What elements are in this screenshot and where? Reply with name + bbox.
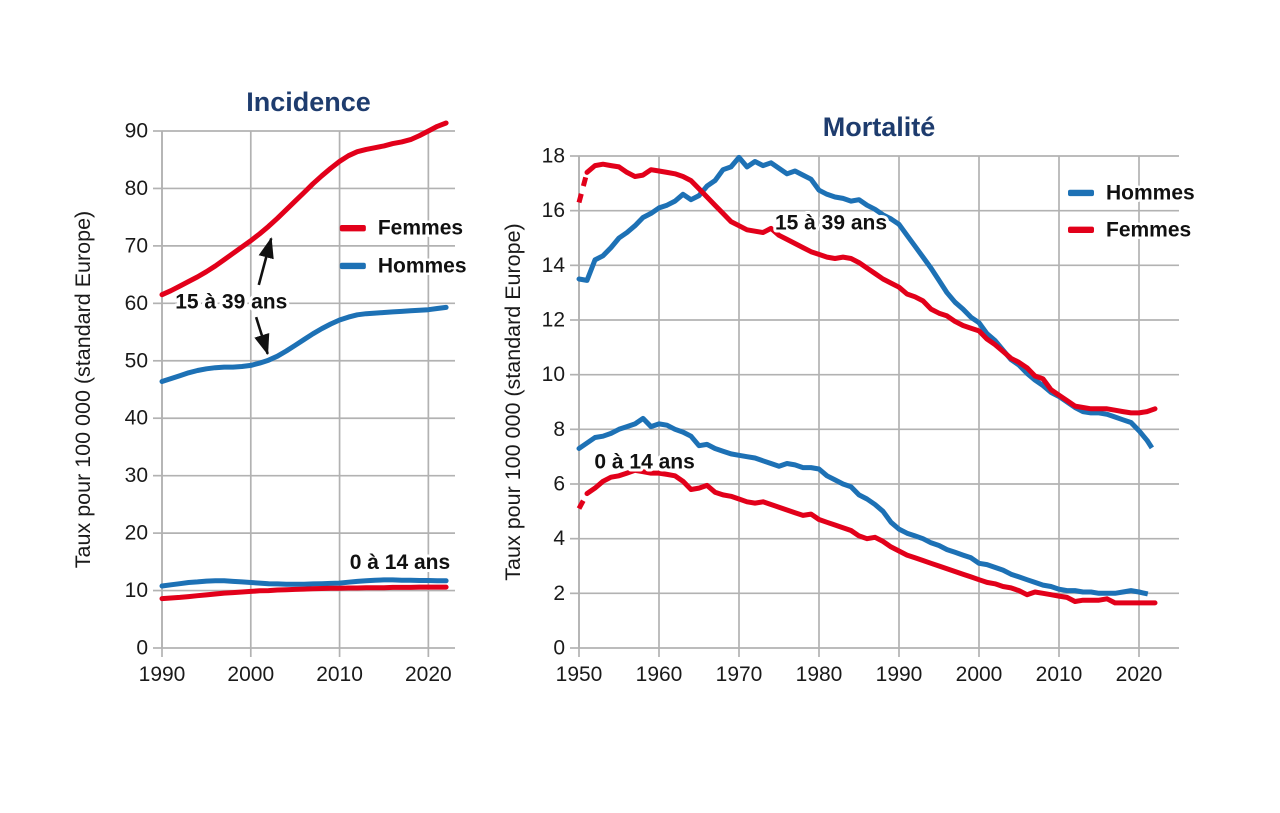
x-tick-label: 1970 xyxy=(716,663,763,686)
y-tick-label: 16 xyxy=(542,199,565,222)
annotation-label-15-39-ans: 15 à 39 ans xyxy=(775,211,887,234)
femmes-0-14-ans-line xyxy=(159,584,449,602)
annotation-arrow xyxy=(257,237,274,286)
y-tick-label: 4 xyxy=(553,527,565,550)
incidence-chart: 0 10 20 30 40 50 60 70 80 90 1990 2000 2010 2020 15 à … xyxy=(60,70,490,725)
y-tick-label: 18 xyxy=(542,145,565,168)
femmes-0-14-ans-line xyxy=(584,467,1158,606)
femmes-0-14-ans-line xyxy=(576,492,590,510)
annotation-label-0-14-ans: 0 à 14 ans xyxy=(350,551,450,574)
incidence-chart-svg: 0 10 20 30 40 50 60 70 80 90 1990 2000 2010 2020 15 à … xyxy=(71,87,469,686)
y-tick-label: 20 xyxy=(125,522,148,545)
y-tick-label: 8 xyxy=(553,418,565,441)
y-tick-label: 70 xyxy=(125,234,148,257)
y-tick-label: 0 xyxy=(136,637,148,660)
legend-swatch-hommes xyxy=(1068,189,1094,197)
hommes-0-14-ans-line xyxy=(576,415,1142,596)
x-tick-label: 1990 xyxy=(139,663,186,686)
y-tick-label: 90 xyxy=(125,120,148,143)
x-tick-label: 2000 xyxy=(227,663,274,686)
y-tick-label: 14 xyxy=(542,254,566,277)
y-tick-label: 10 xyxy=(542,363,565,386)
y-tick-label: 10 xyxy=(125,579,148,602)
y-axis-title: Taux pour 100 000 (standard Europe) xyxy=(71,211,95,568)
x-tick-label: 2020 xyxy=(405,663,452,686)
hommes-0-14-ans-line xyxy=(159,577,449,589)
mortalite-chart: 0 2 4 6 8 10 12 14 16 18 1950 1960 1970 1980 1990 2000 2… xyxy=(495,95,1280,730)
legend-swatch-femmes xyxy=(339,224,366,232)
annotation-label-0-14-ans: 0 à 14 ans xyxy=(594,451,694,474)
y-tick-label: 0 xyxy=(553,637,565,660)
legend-label-hommes: Hommes xyxy=(1106,181,1195,204)
x-tick-label: 1950 xyxy=(556,663,603,686)
x-tick-label: 1960 xyxy=(636,663,683,686)
x-tick-label: 2000 xyxy=(956,663,1003,686)
legend-swatch-hommes xyxy=(339,262,366,270)
y-tick-label: 40 xyxy=(125,407,148,430)
y-tick-label: 2 xyxy=(553,582,565,605)
x-tick-label: 2010 xyxy=(316,663,363,686)
y-tick-label: 50 xyxy=(125,349,148,372)
annotation-label-15-39-ans: 15 à 39 ans xyxy=(175,291,287,314)
legend-label-femmes: Femmes xyxy=(1106,218,1191,241)
hommes-0-14-ans-line xyxy=(1138,589,1152,598)
x-tick-label: 2010 xyxy=(1036,663,1083,686)
mortalite-chart-svg: 0 2 4 6 8 10 12 14 16 18 1950 1960 1970 1980 1990 2000 2… xyxy=(501,112,1197,686)
x-tick-label: 2020 xyxy=(1116,663,1163,686)
y-tick-label: 30 xyxy=(125,464,148,487)
y-axis-title: Taux pour 100 000 (standard Europe) xyxy=(501,223,525,580)
y-tick-label: 80 xyxy=(125,177,148,200)
femmes-15-39-ans-line xyxy=(584,161,1158,416)
y-tick-label: 12 xyxy=(542,309,565,332)
x-tick-label: 1990 xyxy=(876,663,923,686)
hommes-15-39-ans-line xyxy=(159,304,449,384)
chart-title: Incidence xyxy=(246,87,371,117)
hommes-15-39-ans-line xyxy=(1144,438,1158,454)
annotation-arrow xyxy=(254,316,270,356)
femmes-15-39-ans-line xyxy=(159,120,449,298)
x-tick-label: 1980 xyxy=(796,663,843,686)
legend-swatch-femmes xyxy=(1068,226,1094,233)
legend-label-femmes: Femmes xyxy=(378,217,463,240)
chart-title: Mortalité xyxy=(823,112,936,142)
femmes-15-39-ans-line xyxy=(576,171,590,204)
y-tick-label: 6 xyxy=(553,473,565,496)
y-tick-label: 60 xyxy=(125,292,148,315)
legend-label-hommes: Hommes xyxy=(378,254,467,277)
